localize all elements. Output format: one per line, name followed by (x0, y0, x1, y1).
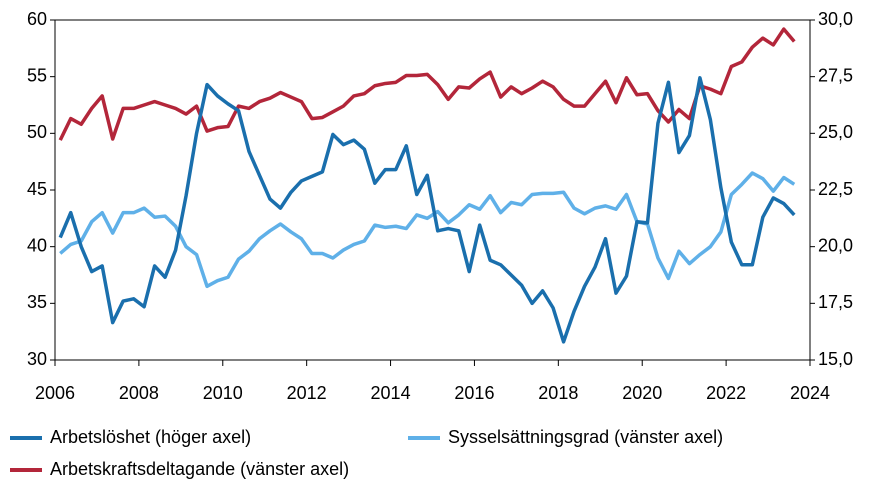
legend-label: Arbetskraftsdeltagande (vänster axel) (50, 459, 349, 479)
series-line (58, 27, 796, 141)
y-tick-label: 60 (27, 9, 47, 29)
y2-tick-label: 20,0 (818, 235, 853, 255)
y-tick-label: 45 (27, 179, 47, 199)
x-tick-label: 2016 (454, 383, 494, 403)
x-tick-label: 2022 (706, 383, 746, 403)
y2-tick-label: 27,5 (818, 65, 853, 85)
legend-label: Sysselsättningsgrad (vänster axel) (448, 427, 723, 447)
x-tick-label: 2020 (622, 383, 662, 403)
y2-tick-label: 25,0 (818, 122, 853, 142)
y2-tick-label: 15,0 (818, 349, 853, 369)
y-tick-label: 55 (27, 65, 47, 85)
series-line (59, 171, 796, 289)
x-tick-label: 2012 (287, 383, 327, 403)
x-tick-label: 2006 (35, 383, 75, 403)
plot-frame (54, 19, 811, 361)
series-line (58, 76, 796, 344)
x-tick-label: 2024 (790, 383, 830, 403)
legend-label: Arbetslöshet (höger axel) (50, 427, 251, 447)
x-tick-label: 2018 (538, 383, 578, 403)
x-tick-label: 2010 (203, 383, 243, 403)
y2-tick-label: 30,0 (818, 9, 853, 29)
y-tick-label: 40 (27, 235, 47, 255)
y-tick-label: 35 (27, 292, 47, 312)
y2-tick-label: 17,5 (818, 292, 853, 312)
y-tick-label: 30 (27, 349, 47, 369)
x-tick-label: 2008 (119, 383, 159, 403)
x-tick-label: 2014 (371, 383, 411, 403)
y2-tick-label: 22,5 (818, 179, 853, 199)
y-tick-label: 50 (27, 122, 47, 142)
